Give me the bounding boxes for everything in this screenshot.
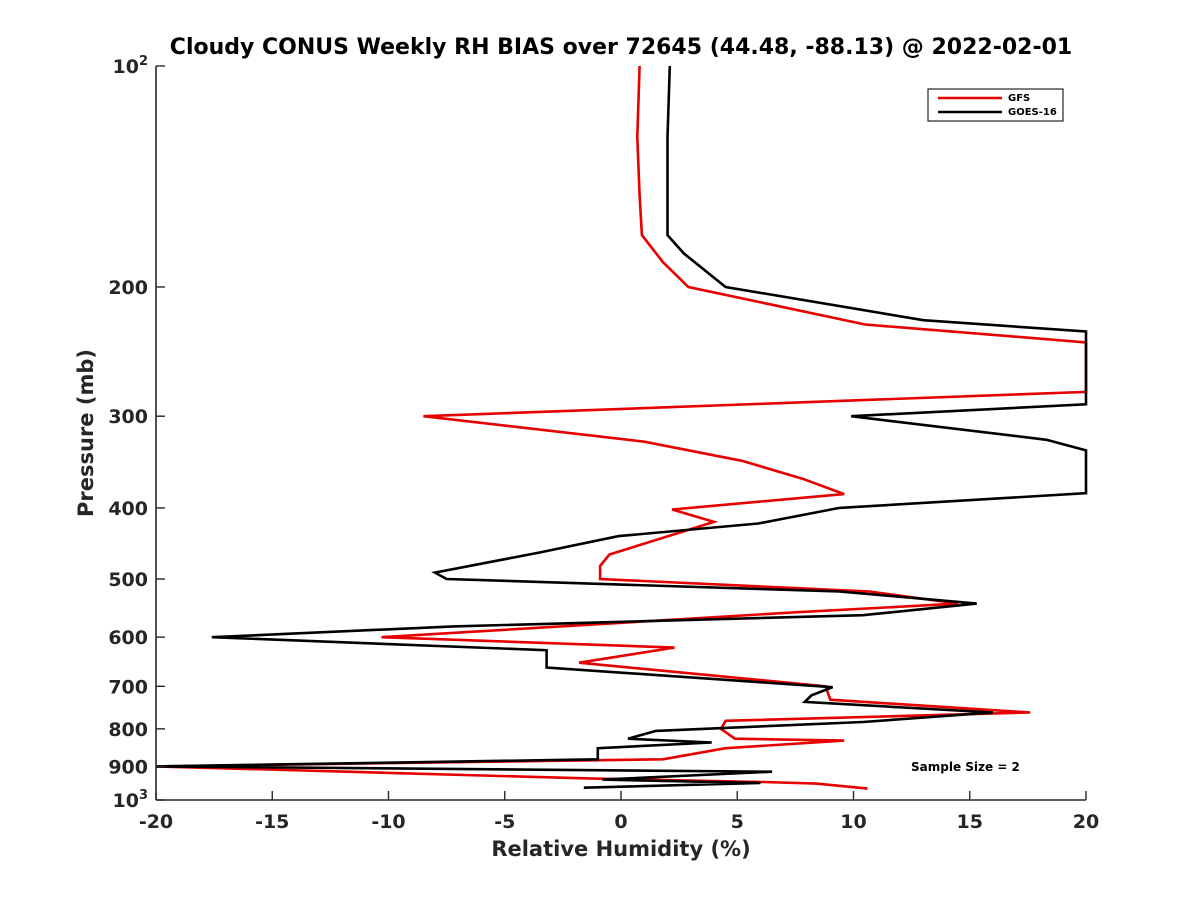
y-tick-label: 600 xyxy=(108,627,148,649)
y-tick-label: 200 xyxy=(108,277,148,299)
series-line-gfs xyxy=(155,65,1088,790)
y-tick-label: 900 xyxy=(108,756,148,778)
x-tick-label: 20 xyxy=(1073,811,1099,833)
y-axis-label: Pressure (mb) xyxy=(74,349,98,517)
sample-size-annotation: Sample Size = 2 xyxy=(911,760,1020,774)
x-axis-label: Relative Humidity (%) xyxy=(491,837,750,861)
y-tick-label: 400 xyxy=(108,498,148,520)
legend: GFS GOES-16 xyxy=(927,88,1064,122)
series-line-goes-16 xyxy=(155,65,1088,789)
x-tick-label: -20 xyxy=(139,811,173,833)
y-tick-label: 300 xyxy=(108,406,148,428)
x-ticks: -20 -15 -10 -5 0 5 10 15 20 xyxy=(139,791,1099,833)
x-tick-label: -5 xyxy=(494,811,515,833)
x-tick-label: -10 xyxy=(371,811,405,833)
x-tick-label: 0 xyxy=(614,811,627,833)
y-tick-label: 103 xyxy=(113,788,149,812)
x-tick-label: 10 xyxy=(840,811,866,833)
x-tick-label: -15 xyxy=(255,811,289,833)
chart-title: Cloudy CONUS Weekly RH BIAS over 72645 (… xyxy=(170,35,1072,60)
y-tick-label: 800 xyxy=(108,719,148,741)
y-tick-label: 102 xyxy=(113,54,149,78)
x-tick-label: 5 xyxy=(731,811,744,833)
legend-gfs-label: GFS xyxy=(1008,93,1030,104)
y-tick-label: 700 xyxy=(108,676,148,698)
x-tick-label: 15 xyxy=(957,811,983,833)
series-group xyxy=(155,65,1088,790)
y-tick-label: 500 xyxy=(108,569,148,591)
legend-box xyxy=(927,88,1064,122)
y-ticks: 102 200 300 400 500 600 700 800 900 103 xyxy=(108,54,165,812)
plot-area xyxy=(156,66,1086,800)
legend-goes16-label: GOES-16 xyxy=(1008,107,1057,118)
